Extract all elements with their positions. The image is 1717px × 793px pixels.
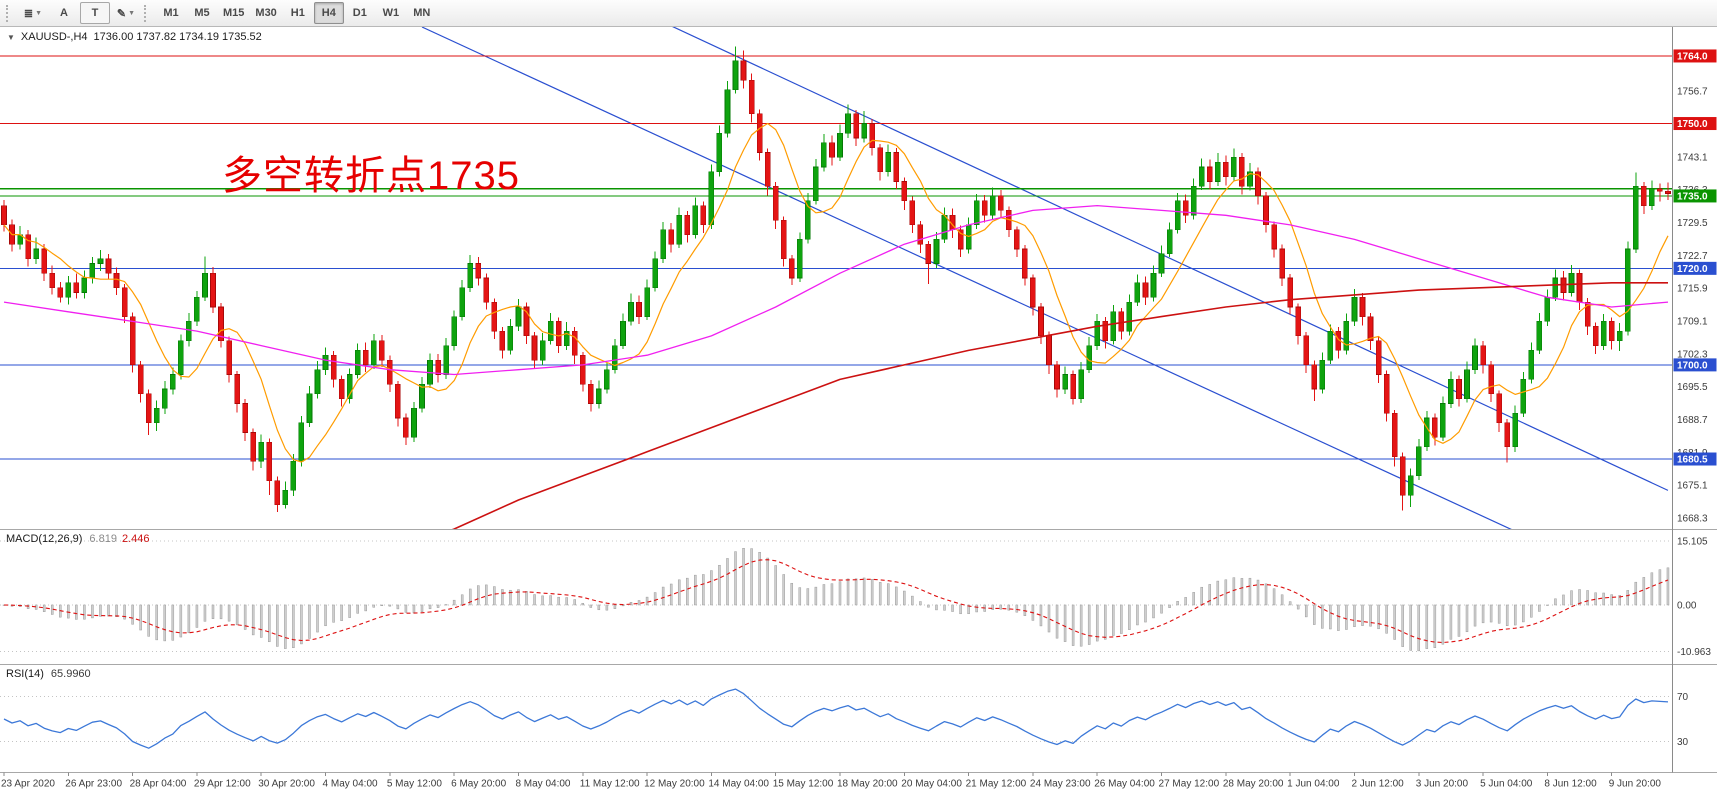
svg-text:8 Jun 12:00: 8 Jun 12:00 <box>1544 779 1597 790</box>
timeframe-button-d1[interactable]: D1 <box>352 7 367 19</box>
svg-text:26 May 04:00: 26 May 04:00 <box>1094 779 1155 790</box>
svg-text:1750.0: 1750.0 <box>1677 119 1708 130</box>
macd-signal-value: 2.446 <box>121 533 150 545</box>
price-badge-1764.0: 1764.0 <box>1673 49 1717 63</box>
chart-collapse-icon[interactable]: ▼ <box>7 32 15 42</box>
svg-text:8 May 04:00: 8 May 04:00 <box>515 779 570 790</box>
svg-text:29 Apr 12:00: 29 Apr 12:00 <box>194 779 251 790</box>
svg-text:30: 30 <box>1677 737 1689 748</box>
svg-text:26 Apr 23:00: 26 Apr 23:00 <box>65 779 122 790</box>
svg-text:2 Jun 12:00: 2 Jun 12:00 <box>1351 779 1404 790</box>
svg-text:1688.7: 1688.7 <box>1677 415 1708 426</box>
chart-annotation: 多空转折点1735 <box>222 154 520 198</box>
svg-text:1675.1: 1675.1 <box>1677 481 1708 492</box>
macd-signal-line <box>3 559 1669 644</box>
timeframe-button-mn[interactable]: MN <box>413 7 431 19</box>
svg-text:1709.1: 1709.1 <box>1677 316 1708 327</box>
svg-text:21 May 12:00: 21 May 12:00 <box>966 779 1027 790</box>
price-badge-1700.0: 1700.0 <box>1673 358 1717 372</box>
macd-panel[interactable] <box>0 540 1672 652</box>
chart-ohlc-values: 1736.00 1737.82 1734.19 1735.52 <box>93 31 262 43</box>
rsi-title-label: RSI(14) <box>6 668 44 680</box>
price-scale[interactable]: 1763.51756.71749.91743.11736.31729.51722… <box>1672 27 1717 773</box>
timeframe-button-h4[interactable]: H4 <box>313 2 344 24</box>
chart-ohlc-header: ▼ XAUUSD-,H4 1736.00 1737.82 1734.19 173… <box>7 31 262 43</box>
svg-text:12 May 20:00: 12 May 20:00 <box>644 779 705 790</box>
time-scale[interactable]: 23 Apr 2020 26 Apr 23:00 28 Apr 04:00 29 Ap… <box>1 772 1662 790</box>
svg-text:1756.7: 1756.7 <box>1677 87 1708 98</box>
svg-text:28 Apr 04:00: 28 Apr 04:00 <box>130 779 187 790</box>
svg-text:1764.0: 1764.0 <box>1677 51 1708 62</box>
svg-text:1729.5: 1729.5 <box>1677 218 1708 229</box>
candles <box>1 46 1671 513</box>
rsi-line <box>3 688 1669 749</box>
ma-fast-line <box>3 122 1669 463</box>
macd-main-value: 6.819 <box>89 533 117 545</box>
toolbar-grip[interactable] <box>144 4 150 22</box>
svg-text:1735.0: 1735.0 <box>1677 191 1708 202</box>
text-label-button[interactable]: A <box>60 7 68 19</box>
svg-text:23 Apr 2020: 23 Apr 2020 <box>1 779 55 790</box>
svg-text:1743.1: 1743.1 <box>1677 152 1708 163</box>
toolbar: ≣ ▼ A T ✎ ▼ M1 M5 M15 M30 H1 H4 D1 W1 MN <box>0 0 1717 27</box>
svg-text:28 May 20:00: 28 May 20:00 <box>1223 779 1284 790</box>
main-price-panel[interactable] <box>0 27 1672 553</box>
timeframe-button-m15[interactable]: M15 <box>223 7 245 19</box>
timeframe-button-m5[interactable]: M5 <box>194 7 210 19</box>
svg-text:1700.0: 1700.0 <box>1677 360 1708 371</box>
macd-histogram <box>2 548 1670 652</box>
price-badge-1680.5: 1680.5 <box>1673 452 1717 466</box>
svg-text:1680.5: 1680.5 <box>1677 455 1708 466</box>
svg-text:1695.5: 1695.5 <box>1677 382 1708 393</box>
text-box-button[interactable]: T <box>80 2 110 24</box>
svg-text:4 May 04:00: 4 May 04:00 <box>323 779 378 790</box>
svg-text:1722.7: 1722.7 <box>1677 251 1708 262</box>
svg-text:1 Jun 04:00: 1 Jun 04:00 <box>1287 779 1340 790</box>
trendlines[interactable] <box>421 27 1669 539</box>
ma-mid-line <box>3 204 1669 376</box>
svg-text:1715.9: 1715.9 <box>1677 284 1708 295</box>
chart-symbol-label: XAUUSD-,H4 <box>20 31 88 43</box>
rsi-value: 65.9960 <box>50 668 91 680</box>
svg-text:15 May 12:00: 15 May 12:00 <box>773 779 834 790</box>
macd-title-label: MACD(12,26,9) <box>6 533 83 545</box>
svg-text:11 May 12:00: 11 May 12:00 <box>580 779 640 790</box>
svg-text:14 May 04:00: 14 May 04:00 <box>708 779 769 790</box>
svg-text:20 May 04:00: 20 May 04:00 <box>901 779 962 790</box>
dropdown-caret-icon[interactable]: ▼ <box>128 9 136 17</box>
svg-text:70: 70 <box>1677 692 1689 703</box>
dropdown-caret-icon[interactable]: ▼ <box>35 9 43 17</box>
svg-text:27 May 12:00: 27 May 12:00 <box>1159 779 1220 790</box>
ma-slow-line <box>451 282 1668 529</box>
chart-canvas[interactable]: 1763.51756.71749.91743.11736.31729.51722… <box>0 27 1717 793</box>
svg-text:18 May 20:00: 18 May 20:00 <box>837 779 898 790</box>
chart-list-icon[interactable]: ≣ ▼ <box>23 7 43 20</box>
price-badge-1750.0: 1750.0 <box>1673 117 1717 131</box>
price-badge-1720.0: 1720.0 <box>1673 261 1717 275</box>
rsi-panel-title: RSI(14) 65.9960 <box>6 668 91 680</box>
rsi-panel[interactable] <box>0 688 1672 749</box>
svg-text:1702.3: 1702.3 <box>1677 349 1708 360</box>
svg-text:1720.0: 1720.0 <box>1677 264 1708 275</box>
svg-text:-10.963: -10.963 <box>1677 647 1711 658</box>
svg-text:0.00: 0.00 <box>1677 600 1697 611</box>
toolbar-grip[interactable] <box>6 4 12 22</box>
svg-text:30 Apr 20:00: 30 Apr 20:00 <box>258 779 315 790</box>
drawing-tools-button[interactable]: ✎ ▼ <box>116 7 136 20</box>
macd-panel-title: MACD(12,26,9) 6.819 2.446 <box>6 533 149 545</box>
svg-text:6 May 20:00: 6 May 20:00 <box>451 779 506 790</box>
svg-text:3 Jun 20:00: 3 Jun 20:00 <box>1416 779 1469 790</box>
svg-text:24 May 23:00: 24 May 23:00 <box>1030 779 1091 790</box>
svg-text:5 Jun 04:00: 5 Jun 04:00 <box>1480 779 1533 790</box>
svg-text:9 Jun 20:00: 9 Jun 20:00 <box>1609 779 1662 790</box>
timeframe-button-h1[interactable]: H1 <box>290 7 305 19</box>
timeframe-button-w1[interactable]: W1 <box>382 7 400 19</box>
svg-text:5 May 12:00: 5 May 12:00 <box>387 779 442 790</box>
timeframe-button-m30[interactable]: M30 <box>255 7 277 19</box>
svg-text:1668.3: 1668.3 <box>1677 513 1708 524</box>
svg-text:15.105: 15.105 <box>1677 537 1708 548</box>
horizontal-level-lines[interactable] <box>0 55 1672 460</box>
price-badge-1735.0: 1735.0 <box>1673 189 1717 203</box>
timeframe-button-m1[interactable]: M1 <box>163 7 179 19</box>
